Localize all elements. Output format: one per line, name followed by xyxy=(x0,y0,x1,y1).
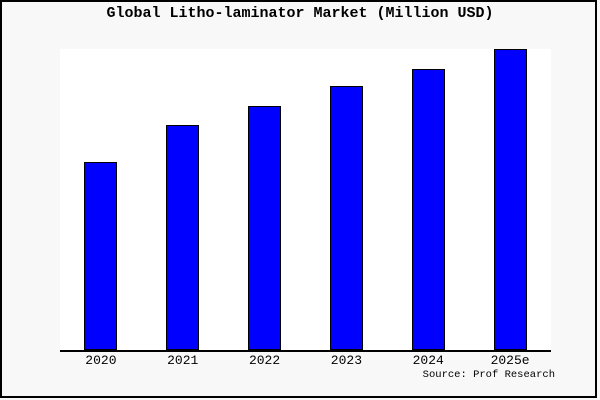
bar-2024 xyxy=(411,69,445,350)
x-tick-label-2021: 2021 xyxy=(167,353,199,368)
bar-2023 xyxy=(329,86,363,350)
x-tick-label-2024: 2024 xyxy=(412,353,444,368)
chart-title: Global Litho-laminator Market (Million U… xyxy=(106,5,494,22)
bar-2022 xyxy=(248,106,282,350)
source-note: Source: Prof Research xyxy=(422,369,555,381)
plot-area xyxy=(60,49,551,352)
bar-2021 xyxy=(166,125,200,350)
x-tick-label-2025e: 2025e xyxy=(490,353,530,368)
bar-2025e xyxy=(493,49,527,350)
x-tick-label-2023: 2023 xyxy=(330,353,363,368)
bar-2020 xyxy=(84,162,118,350)
x-tick-label-2022: 2022 xyxy=(248,353,281,368)
x-tick-label-2020: 2020 xyxy=(85,353,117,368)
